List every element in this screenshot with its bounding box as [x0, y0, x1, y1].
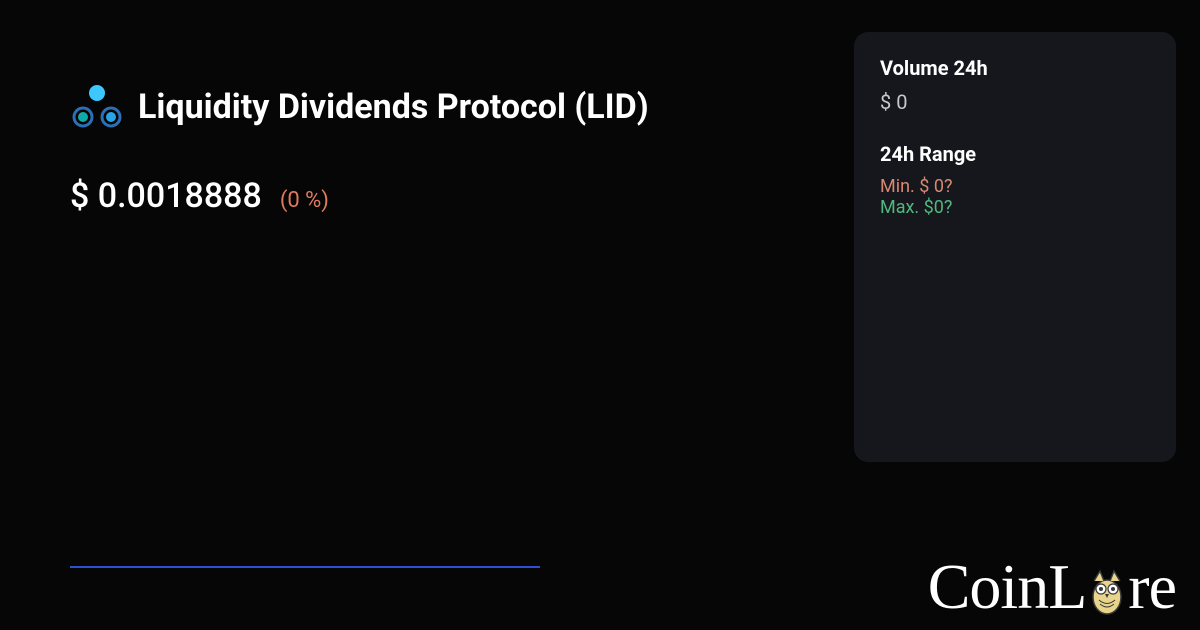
- brand-text-part2: re: [1128, 550, 1176, 624]
- coin-icon: [70, 80, 124, 134]
- title-row: Liquidity Dividends Protocol (LID): [70, 80, 830, 134]
- range-min: Min. $ 0?: [880, 176, 1150, 197]
- price-row: $ 0.0018888 (0 %): [70, 176, 830, 216]
- owl-icon: [1088, 567, 1126, 615]
- stats-panel: Volume 24h $ 0 24h Range Min. $ 0? Max. …: [854, 32, 1176, 462]
- coin-summary: Liquidity Dividends Protocol (LID) $ 0.0…: [70, 80, 830, 216]
- volume-value: $ 0: [880, 90, 1150, 114]
- brand-logo: CoinL re: [928, 550, 1176, 624]
- volume-label: Volume 24h: [880, 56, 1150, 80]
- price-value: $ 0.0018888: [70, 176, 262, 216]
- coin-title: Liquidity Dividends Protocol (LID): [138, 87, 649, 127]
- brand-text-part1: CoinL: [928, 550, 1087, 624]
- range-max: Max. $0?: [880, 197, 1150, 218]
- divider-line: [70, 566, 540, 568]
- price-change: (0 %): [280, 188, 329, 213]
- range-label: 24h Range: [880, 142, 1150, 166]
